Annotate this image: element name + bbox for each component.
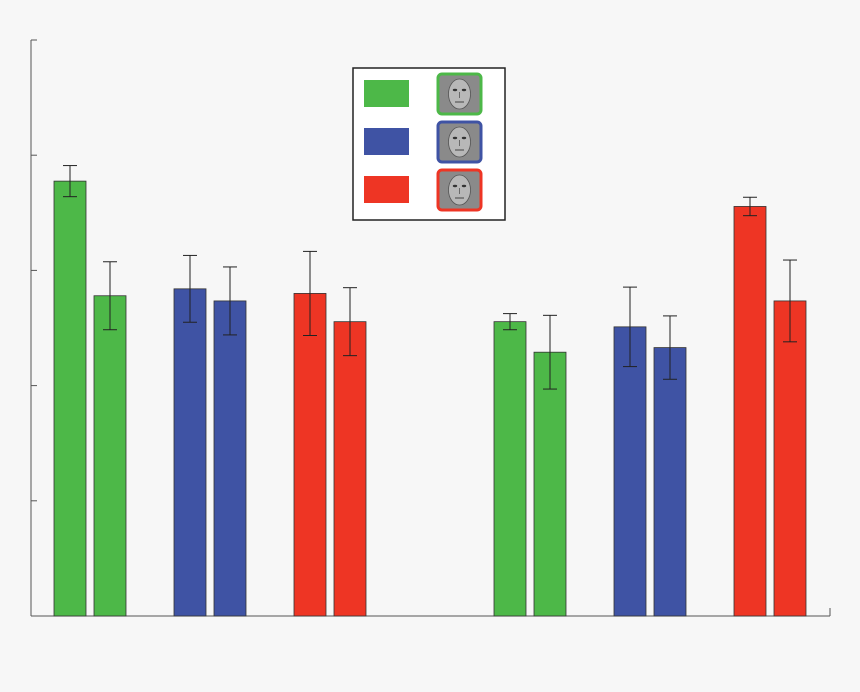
- error-bar-2-2: [223, 266, 237, 336]
- face-eye-left: [452, 184, 458, 188]
- bar-group-4: [493, 313, 567, 617]
- bar-2-1: [173, 288, 207, 617]
- face-eye-right: [461, 184, 467, 188]
- bar-group-6: [733, 196, 807, 617]
- face-eye-left: [452, 136, 458, 140]
- bar-4-2: [533, 351, 567, 617]
- bar-6-1: [733, 206, 767, 617]
- bar-3-2: [333, 321, 367, 617]
- bar-group-5: [613, 286, 687, 617]
- bar-4-1: [493, 321, 527, 617]
- error-bar-1-1: [63, 165, 77, 198]
- bar-5-1: [613, 326, 647, 617]
- bar-group-3: [293, 250, 367, 617]
- error-bar-4-1: [503, 313, 517, 331]
- legend-swatch-green: [364, 80, 409, 107]
- error-bar-3-1: [303, 250, 317, 336]
- error-bar-5-1: [623, 286, 637, 368]
- face-eye-right: [461, 136, 467, 140]
- face-thumbnail-icon-red: [436, 168, 483, 212]
- error-bar-6-1: [743, 196, 757, 217]
- bars: [53, 165, 807, 617]
- error-bar-6-2: [783, 259, 797, 343]
- bar-1-1: [53, 180, 87, 617]
- face-thumbnail-icon-blue: [436, 120, 483, 164]
- legend-swatch-red: [364, 176, 409, 203]
- error-bar-3-2: [343, 287, 357, 357]
- bar-5-2: [653, 347, 687, 617]
- error-bar-2-1: [183, 254, 197, 323]
- error-bar-5-2: [663, 315, 677, 380]
- error-bar-1-2: [103, 261, 117, 331]
- bar-group-1: [53, 165, 127, 617]
- legend-swatch-blue: [364, 128, 409, 155]
- face-thumbnail-icon-green: [436, 72, 483, 116]
- axes: [30, 39, 831, 617]
- error-bar-4-2: [543, 314, 557, 390]
- bar-3-1: [293, 293, 327, 617]
- bar-group-2: [173, 254, 247, 617]
- bar-6-2: [773, 300, 807, 617]
- face-eye-left: [452, 88, 458, 92]
- face-eye-right: [461, 88, 467, 92]
- bar-1-2: [93, 295, 127, 617]
- bar-2-2: [213, 300, 247, 617]
- legend: [352, 67, 506, 221]
